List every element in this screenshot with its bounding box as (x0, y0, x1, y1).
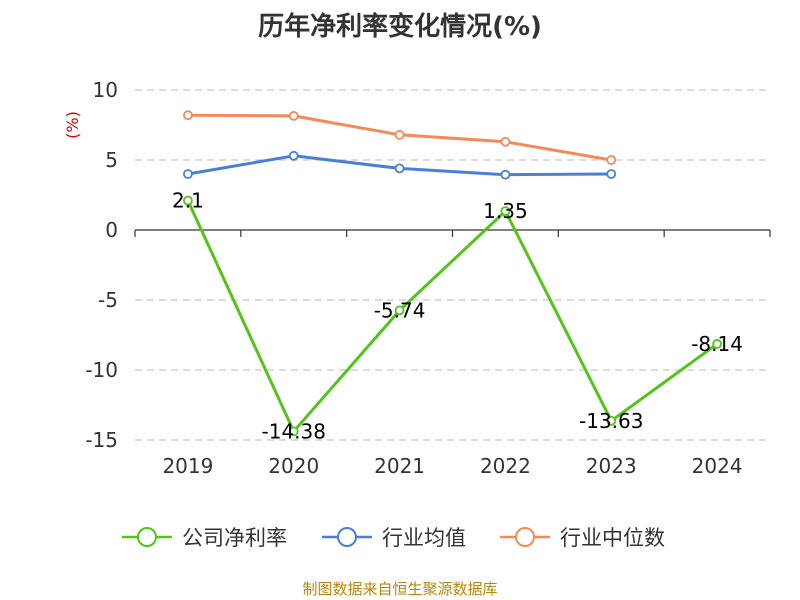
y-tick-label: -5 (98, 288, 118, 312)
data-point (183, 110, 193, 121)
data-label: 2.1 (172, 189, 204, 213)
data-point (288, 150, 299, 161)
gridlines (135, 89, 770, 441)
y-axis-label: (%) (63, 111, 82, 139)
legend-label: 行业中位数 (560, 526, 665, 550)
x-tick-label: 2023 (586, 454, 637, 478)
legend[interactable]: 公司净利率 行业均值 行业中位数 (122, 526, 665, 550)
data-point (288, 111, 299, 121)
data-point (500, 136, 511, 147)
x-tick-label: 2021 (374, 454, 425, 478)
x-tick-label: 2019 (162, 454, 213, 478)
y-tick-label: -15 (85, 428, 118, 452)
x-tick-label: 2020 (268, 454, 319, 478)
legend-label: 行业均值 (382, 526, 466, 550)
legend-marker (137, 527, 157, 547)
y-tick-label: 0 (105, 218, 118, 242)
legend-item[interactable]: 行业均值 (322, 526, 466, 550)
data-point (606, 415, 617, 426)
data-point (394, 163, 405, 174)
series-lines (183, 110, 722, 437)
x-tick-label: 2024 (692, 454, 743, 478)
data-label: 1.35 (483, 199, 528, 223)
legend-marker (337, 527, 357, 547)
data-point (606, 155, 617, 165)
data-point (183, 195, 193, 206)
y-tick-label: -10 (85, 358, 118, 382)
data-point (183, 169, 193, 179)
data-point (394, 305, 405, 316)
series-line (186, 199, 718, 433)
data-label: -5.74 (374, 298, 426, 322)
legend-item[interactable]: 公司净利率 (122, 526, 287, 550)
data-point (500, 169, 511, 180)
y-tick-label: 10 (93, 78, 118, 102)
x-tick-label: 2022 (480, 454, 531, 478)
data-point (288, 426, 299, 437)
data-point (606, 169, 617, 179)
chart-title: 历年净利率变化情况(%) (258, 12, 542, 42)
data-labels: 2.1 -14.38 -5.74 1.35 -13.63 -8.14 (172, 189, 743, 444)
data-label: -14.38 (262, 419, 326, 443)
axes: 10 5 0 -5 -10 -15 (%) 2019 2020 2021 2022 2023 2024 (63, 78, 771, 478)
data-point (500, 206, 511, 217)
data-point (394, 129, 405, 140)
legend-item[interactable]: 行业中位数 (500, 526, 665, 550)
data-label: -13.63 (579, 409, 643, 433)
data-label: -8.14 (691, 332, 743, 356)
y-tick-label: 5 (105, 148, 118, 172)
legend-marker (515, 527, 535, 547)
source-note: 制图数据来自恒生聚源数据库 (302, 580, 498, 598)
data-point (712, 339, 722, 349)
legend-label: 公司净利率 (182, 526, 287, 550)
